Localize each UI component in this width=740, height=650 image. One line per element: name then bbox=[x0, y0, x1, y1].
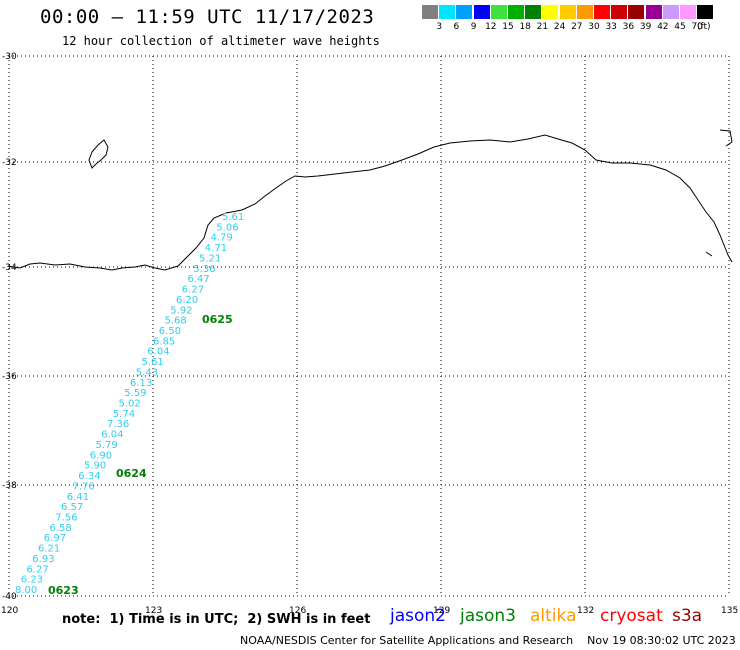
wave-height-label: 4.79 bbox=[211, 233, 233, 244]
legend-label: 21 bbox=[536, 22, 549, 32]
legend-label: 18 bbox=[519, 22, 531, 32]
wave-height-label: 5.61 bbox=[142, 357, 164, 368]
coastline-point bbox=[705, 251, 713, 257]
page-title: 00:00 – 11:59 UTC 11/17/2023 bbox=[40, 6, 375, 28]
wave-height-label: 6.90 bbox=[90, 450, 112, 461]
wave-height-label: 6.50 bbox=[159, 326, 181, 337]
legend-label: 36 bbox=[622, 22, 635, 32]
footer-credit: NOAA/NESDIS Center for Satellite Applica… bbox=[240, 634, 736, 647]
legend-swatch bbox=[680, 5, 696, 19]
longitude-label: 123 bbox=[145, 606, 162, 616]
wave-height-label: 5.06 bbox=[216, 222, 238, 233]
wave-height-label: 6.23 bbox=[21, 575, 43, 586]
legend-label: 15 bbox=[502, 22, 514, 32]
wave-height-label: 6.04 bbox=[147, 347, 169, 358]
legend-label: 12 bbox=[485, 22, 497, 32]
wave-height-label: 6.04 bbox=[101, 430, 123, 441]
satellite-name-altika: altika bbox=[530, 606, 577, 626]
page-subtitle: 12 hour collection of altimeter wave hei… bbox=[62, 34, 380, 48]
coastline-fragment bbox=[719, 129, 733, 147]
legend-swatch bbox=[525, 5, 542, 19]
legend-swatch bbox=[456, 5, 473, 19]
pass-time-label: 0624 bbox=[116, 467, 147, 480]
legend-label: 39 bbox=[639, 22, 652, 32]
legend-swatch bbox=[594, 5, 610, 19]
wave-height-label: 5.21 bbox=[199, 253, 221, 264]
wave-height-label: 6.97 bbox=[44, 533, 66, 544]
legend-label: 27 bbox=[571, 22, 583, 32]
legend-swatch bbox=[439, 5, 456, 19]
latitude-label: -40 bbox=[2, 592, 17, 602]
coastline bbox=[7, 134, 733, 271]
wave-height-label: 6.20 bbox=[176, 295, 198, 306]
satellite-name-cryosat: cryosat bbox=[600, 606, 663, 626]
satellite-name-s3a: s3a bbox=[672, 606, 703, 626]
wave-height-label: 6.34 bbox=[78, 471, 100, 482]
legend-swatch bbox=[628, 5, 645, 19]
legend-label: 3 bbox=[436, 22, 443, 32]
legend-swatch bbox=[490, 5, 507, 19]
legend-swatch bbox=[697, 5, 714, 19]
legend-swatch bbox=[559, 5, 576, 19]
legend-label: 6 bbox=[453, 22, 460, 32]
longitude-label: 129 bbox=[433, 606, 450, 616]
wave-height-label: 6.27 bbox=[182, 285, 204, 296]
longitude-label: 135 bbox=[721, 606, 738, 616]
wave-height-label: 6.93 bbox=[32, 554, 54, 565]
latitude-label: -32 bbox=[2, 158, 17, 168]
wave-height-label: 5.59 bbox=[124, 388, 146, 399]
legend-swatch bbox=[542, 5, 559, 19]
legend-unit-label: (ft) bbox=[697, 22, 711, 32]
wave-height-label: 4.71 bbox=[205, 243, 227, 254]
wave-height-label: 7.56 bbox=[55, 513, 77, 524]
legend-swatch bbox=[645, 5, 662, 19]
legend-swatch bbox=[576, 5, 593, 19]
footer-note: note: 1) Time is in UTC; 2) SWH is in fe… bbox=[62, 612, 371, 627]
legend-label: 42 bbox=[657, 22, 669, 32]
wave-height-label: 5.79 bbox=[96, 440, 118, 451]
wave-height-label: 6.85 bbox=[153, 336, 175, 347]
latitude-label: -38 bbox=[2, 481, 17, 491]
legend-label: 24 bbox=[553, 22, 566, 32]
legend-label: 9 bbox=[470, 22, 477, 32]
legend-label: 30 bbox=[588, 22, 600, 32]
legend-swatch bbox=[611, 5, 628, 19]
legend-swatch bbox=[508, 5, 524, 19]
wave-height-label: 6.57 bbox=[61, 502, 83, 513]
longitude-label: 132 bbox=[577, 606, 594, 616]
wave-height-label: 6.41 bbox=[67, 492, 89, 503]
wave-height-label: 5.90 bbox=[84, 461, 106, 472]
wave-height-label: 6.21 bbox=[38, 544, 60, 555]
legend-label: 45 bbox=[674, 22, 686, 32]
wave-height-label: 8.00 bbox=[15, 585, 37, 596]
longitude-label: 120 bbox=[1, 606, 18, 616]
pass-time-label: 0623 bbox=[48, 584, 79, 597]
longitude-label: 126 bbox=[289, 606, 306, 616]
wave-height-label: 5.02 bbox=[119, 399, 141, 410]
legend-swatch bbox=[422, 5, 438, 19]
wave-height-label: 6.27 bbox=[27, 564, 49, 575]
wave-height-label: 6.13 bbox=[130, 378, 152, 389]
wave-height-label: 6.58 bbox=[50, 523, 72, 534]
wave-height-label: 5.92 bbox=[170, 305, 192, 316]
wave-height-label: 5.74 bbox=[113, 409, 135, 420]
satellite-name-jason2: jason2 bbox=[390, 606, 446, 626]
legend-swatch bbox=[473, 5, 490, 19]
wave-height-label: 7.76 bbox=[73, 481, 95, 492]
wave-height-label: 6.47 bbox=[188, 274, 210, 285]
pass-time-label: 0625 bbox=[202, 313, 233, 326]
legend-label: 33 bbox=[605, 22, 617, 32]
legend-swatch bbox=[662, 5, 679, 19]
wave-height-label: 5.61 bbox=[222, 212, 244, 223]
wave-height-label: 5.68 bbox=[165, 316, 187, 327]
coastline-island bbox=[88, 139, 109, 169]
satellite-name-jason3: jason3 bbox=[460, 606, 516, 626]
legend-label: 70 bbox=[691, 22, 703, 32]
wave-height-label: 7.36 bbox=[107, 419, 129, 430]
wave-height-label: 5.36 bbox=[193, 264, 215, 275]
wave-height-label: 5.43 bbox=[136, 367, 158, 378]
